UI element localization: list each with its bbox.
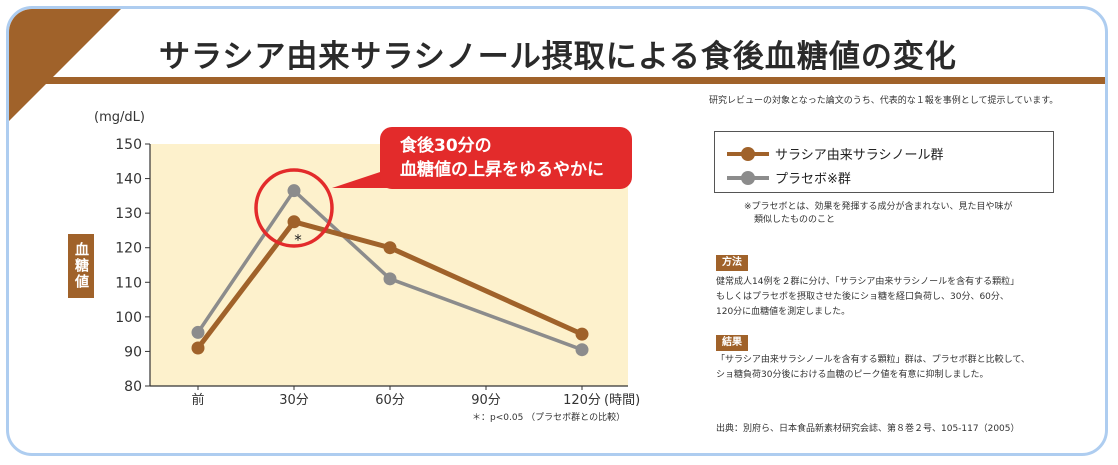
callout-line-1: 食後30分の	[400, 136, 492, 156]
y-tick-label: 110	[115, 275, 142, 291]
callout-line-2: 血糖値の上昇をゆるやかに	[400, 160, 604, 180]
legend: サラシア由来サラシノール群 プラセボ※群	[714, 131, 1054, 193]
placebo-note: ※プラセボとは、効果を発揮する成分が含まれない、見た目や味が 類似したもののこと	[744, 202, 1013, 225]
y-tick-label: 80	[124, 379, 142, 395]
legend-line-salacia	[727, 146, 769, 161]
significance-mark: *	[294, 231, 302, 249]
data-point	[383, 241, 397, 255]
legend-line-placebo	[727, 170, 769, 185]
source-citation: 出典：別府ら、日本食品新素材研究会誌、第８巻２号、105-117（2005）	[716, 424, 1020, 434]
y-tick-label: 140	[115, 172, 142, 188]
title-rule	[39, 77, 1105, 84]
x-tick-label: 60分	[375, 393, 405, 408]
significance-note: ＊：p<0.05 （プラセボ群との比較）	[472, 413, 626, 423]
legend-item-placebo: プラセボ※群	[727, 168, 851, 187]
y-tick-label: 130	[115, 206, 142, 222]
data-point	[287, 184, 301, 198]
legend-label-placebo: プラセボ※群	[775, 172, 851, 187]
y-tick-label: 120	[115, 241, 142, 257]
y-tick-label: 90	[124, 344, 142, 360]
callout-box: 食後30分の 血糖値の上昇をゆるやかに	[380, 127, 632, 189]
data-point	[191, 325, 205, 339]
result-text: 「サラシア由来サラシノールを含有する顆粒」群は、プラセボ群と比較して、 ショ糖負…	[716, 355, 1030, 380]
y-tick-label: 150	[115, 137, 142, 153]
x-tick-label: 前	[191, 392, 204, 408]
legend-item-salacia: サラシア由来サラシノール群	[727, 144, 943, 163]
x-axis-unit: (時間)	[604, 393, 640, 408]
y-axis-label: 血糖値	[68, 234, 94, 298]
y-tick-label: 100	[115, 310, 142, 326]
x-tick-label: 120分	[563, 393, 601, 408]
x-tick-label: 30分	[279, 393, 309, 408]
series-line-0	[196, 219, 584, 350]
data-point	[575, 327, 589, 341]
y-axis-unit: (mg/dL)	[94, 110, 145, 125]
result-tag: 結果	[716, 335, 748, 351]
data-point	[383, 272, 397, 286]
data-point	[575, 343, 589, 357]
data-point	[287, 215, 301, 229]
data-point	[191, 341, 205, 355]
corner-decoration	[9, 9, 121, 121]
highlight-circle	[254, 168, 334, 248]
legend-label-salacia: サラシア由来サラシノール群	[775, 148, 944, 163]
study-note: 研究レビューの対象となった論文のうち、代表的な１報を事例として提示しています。	[709, 96, 1059, 106]
x-tick-label: 90分	[471, 393, 501, 408]
method-text: 健常成人14例を２群に分け、「サラシア由来サラシノールを含有する顆粒」 もしくは…	[716, 277, 1020, 317]
method-tag: 方法	[716, 255, 748, 271]
page-title: サラシア由来サラシノール摂取による食後血糖値の変化	[159, 39, 957, 75]
